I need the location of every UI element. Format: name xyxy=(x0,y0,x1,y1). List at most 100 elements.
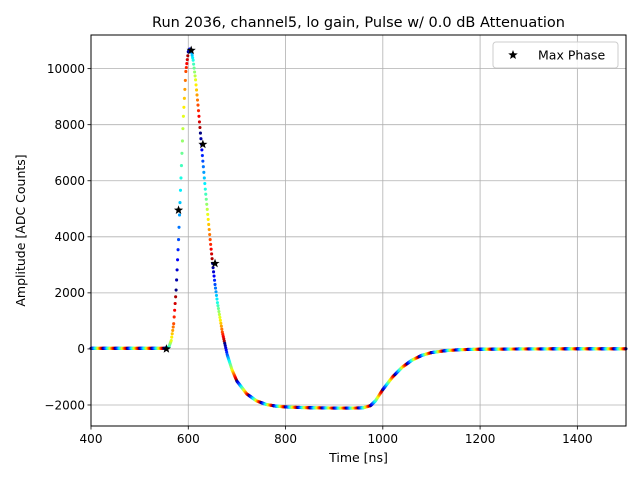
max-phase-star xyxy=(198,139,208,149)
trace-point xyxy=(179,176,183,180)
trace-point xyxy=(195,98,200,102)
trace-point xyxy=(203,187,207,191)
max-phase-star xyxy=(161,344,171,353)
trace-point xyxy=(183,87,187,91)
trace-point xyxy=(196,109,201,113)
trace-point xyxy=(197,114,201,118)
trace-point xyxy=(194,78,198,82)
trace-point xyxy=(179,164,184,168)
trace-point xyxy=(217,312,221,317)
trace-point xyxy=(203,182,207,186)
trace-point xyxy=(185,58,189,62)
trace-point xyxy=(194,88,199,92)
trace-point xyxy=(218,318,222,322)
trace-point xyxy=(220,327,224,331)
trace-point xyxy=(177,225,181,229)
pulse-trace xyxy=(89,47,628,410)
x-tick-label: 600 xyxy=(177,432,200,446)
chart-title: Run 2036, channel5, lo gain, Pulse w/ 0.… xyxy=(152,15,565,31)
trace-point xyxy=(173,301,177,306)
trace-point xyxy=(181,114,185,118)
trace-point xyxy=(208,233,212,237)
grid-lines xyxy=(90,35,626,426)
trace-point xyxy=(185,62,189,66)
plot-frame xyxy=(90,34,627,427)
max-phase-star xyxy=(210,258,220,268)
trace-point xyxy=(176,258,180,262)
trace-point xyxy=(190,53,194,57)
trace-point xyxy=(200,148,204,152)
legend-label-max-phase: Max Phase xyxy=(538,48,605,63)
trace-point xyxy=(183,78,187,82)
trace-point xyxy=(213,282,217,287)
trace-point xyxy=(175,278,179,282)
trace-point xyxy=(192,62,196,66)
trace-point xyxy=(212,270,216,274)
trace-point xyxy=(209,242,213,246)
trace-point xyxy=(212,274,216,278)
trace-point xyxy=(219,321,223,325)
trace-point xyxy=(170,332,174,336)
x-tick-label: 1200 xyxy=(465,432,496,446)
trace-point xyxy=(204,192,208,196)
trace-point xyxy=(214,293,219,297)
trace-point xyxy=(215,301,219,305)
y-axis-label: Amplitude [ADC Counts] xyxy=(13,154,28,306)
trace-point xyxy=(202,176,206,180)
trace-point xyxy=(210,257,214,261)
trace-point xyxy=(200,153,204,158)
trace-point xyxy=(171,325,175,329)
trace-point xyxy=(178,201,182,205)
max-phase-markers xyxy=(161,45,220,353)
trace-point xyxy=(170,335,174,339)
trace-point xyxy=(201,165,205,169)
trace-point xyxy=(207,227,211,232)
x-tick-label: 1000 xyxy=(368,432,399,446)
trace-point xyxy=(177,238,181,242)
trace-point xyxy=(206,217,210,221)
y-tick-label: 0 xyxy=(77,342,85,356)
trace-point xyxy=(177,213,182,217)
trace-point xyxy=(180,151,184,155)
max-phase-star xyxy=(173,205,184,215)
trace-point xyxy=(219,324,223,328)
trace-point xyxy=(212,278,217,282)
trace-point xyxy=(216,304,220,308)
trace-point xyxy=(180,139,184,143)
trace-point xyxy=(211,266,215,270)
trace-point xyxy=(182,96,186,100)
trace-point xyxy=(169,338,173,343)
trace-point xyxy=(216,307,220,311)
y-tick-label: 2000 xyxy=(54,286,85,300)
trace-point xyxy=(182,105,186,109)
trace-point xyxy=(201,159,205,163)
trace-point xyxy=(202,170,206,174)
trace-point xyxy=(210,252,214,256)
trace-point xyxy=(199,137,203,141)
trace-point xyxy=(215,297,219,301)
trace-point xyxy=(178,188,183,192)
trace-point xyxy=(191,58,195,62)
trace-point xyxy=(208,238,212,242)
trace-point xyxy=(206,212,210,216)
trace-point xyxy=(176,248,180,252)
trace-point xyxy=(213,286,218,290)
trace-point xyxy=(193,70,197,74)
trace-point xyxy=(218,315,222,319)
trace-point xyxy=(173,308,177,312)
trace-point xyxy=(195,93,199,97)
y-tick-label: 10000 xyxy=(47,62,85,76)
trace-point xyxy=(207,222,211,227)
trace-point xyxy=(204,197,208,201)
trace-point xyxy=(181,127,185,131)
trace-point xyxy=(196,103,200,107)
trace-point xyxy=(192,66,196,70)
trace-point xyxy=(198,131,202,135)
trace-point xyxy=(184,69,188,73)
trace-point xyxy=(186,54,190,58)
trace-point xyxy=(205,202,209,206)
trace-point xyxy=(171,328,175,332)
trace-point xyxy=(197,120,202,124)
x-tick-label: 800 xyxy=(274,432,297,446)
